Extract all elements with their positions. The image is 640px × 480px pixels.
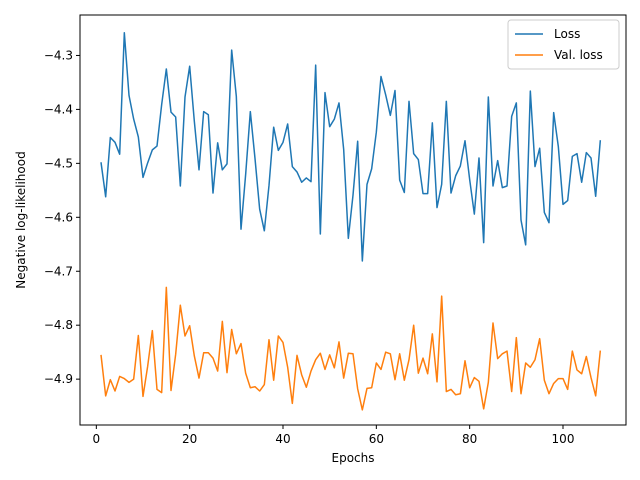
- y-tick-label: −4.6: [44, 210, 73, 224]
- plot-area: [80, 15, 626, 425]
- y-axis: −4.3 −4.4 −4.5 −4.6 −4.7 −4.8 −4.9: [44, 48, 80, 386]
- plot-frame: [79, 14, 627, 426]
- y-axis-label: Negative log-likelihood: [14, 151, 28, 288]
- x-tick-label: 40: [275, 432, 290, 446]
- legend-box: [507, 19, 620, 70]
- y-tick-label: −4.8: [44, 318, 73, 332]
- series-line-val-loss: [100, 286, 602, 411]
- y-tick-label: −4.4: [44, 102, 73, 116]
- legend-label-loss: Loss: [554, 27, 580, 41]
- y-tick-label: −4.5: [44, 156, 73, 170]
- x-tick-label: 0: [93, 432, 101, 446]
- x-tick-label: 20: [182, 432, 197, 446]
- legend-label-val-loss: Val. loss: [554, 48, 603, 62]
- x-axis: 0 20 40 60 80 100: [93, 425, 575, 446]
- legend: Loss Val. loss: [507, 19, 620, 70]
- series-line-loss: [100, 32, 602, 262]
- series-layer: [100, 32, 602, 411]
- x-tick-label: 60: [369, 432, 384, 446]
- x-tick-label: 100: [552, 432, 575, 446]
- plot-background: [80, 15, 626, 425]
- y-tick-label: −4.7: [44, 264, 73, 278]
- y-tick-label: −4.3: [44, 48, 73, 62]
- x-tick-label: 80: [462, 432, 477, 446]
- x-axis-label: Epochs: [332, 451, 375, 465]
- y-tick-label: −4.9: [44, 372, 73, 386]
